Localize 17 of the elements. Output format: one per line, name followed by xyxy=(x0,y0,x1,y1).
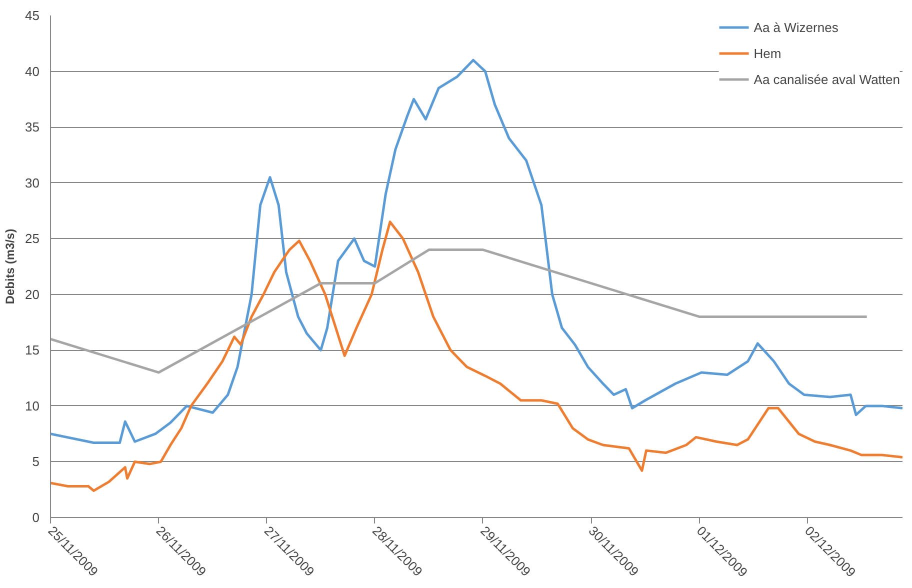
y-tick-label: 30 xyxy=(25,175,40,190)
legend-label: Hem xyxy=(754,46,782,60)
line-series xyxy=(50,220,902,492)
y-tick-label: 20 xyxy=(25,286,40,302)
y-tick-label: 35 xyxy=(25,120,40,135)
y-tick-label: 5 xyxy=(32,454,40,470)
y-tick-label: 45 xyxy=(25,8,40,23)
y-tick-label: 10 xyxy=(25,398,40,414)
y-tick-label: 0 xyxy=(32,510,40,525)
y-tick-label: 25 xyxy=(25,231,40,246)
y-tick-label: 40 xyxy=(25,64,40,79)
legend-label: Aa à Wizernes xyxy=(754,20,838,34)
line-series xyxy=(50,248,868,374)
y-axis-title: Debits (m3/s) xyxy=(3,228,18,304)
y-tick-label: 15 xyxy=(25,342,40,358)
legend-label: Aa canalisée aval Watten xyxy=(754,72,900,86)
line-series xyxy=(50,58,902,444)
